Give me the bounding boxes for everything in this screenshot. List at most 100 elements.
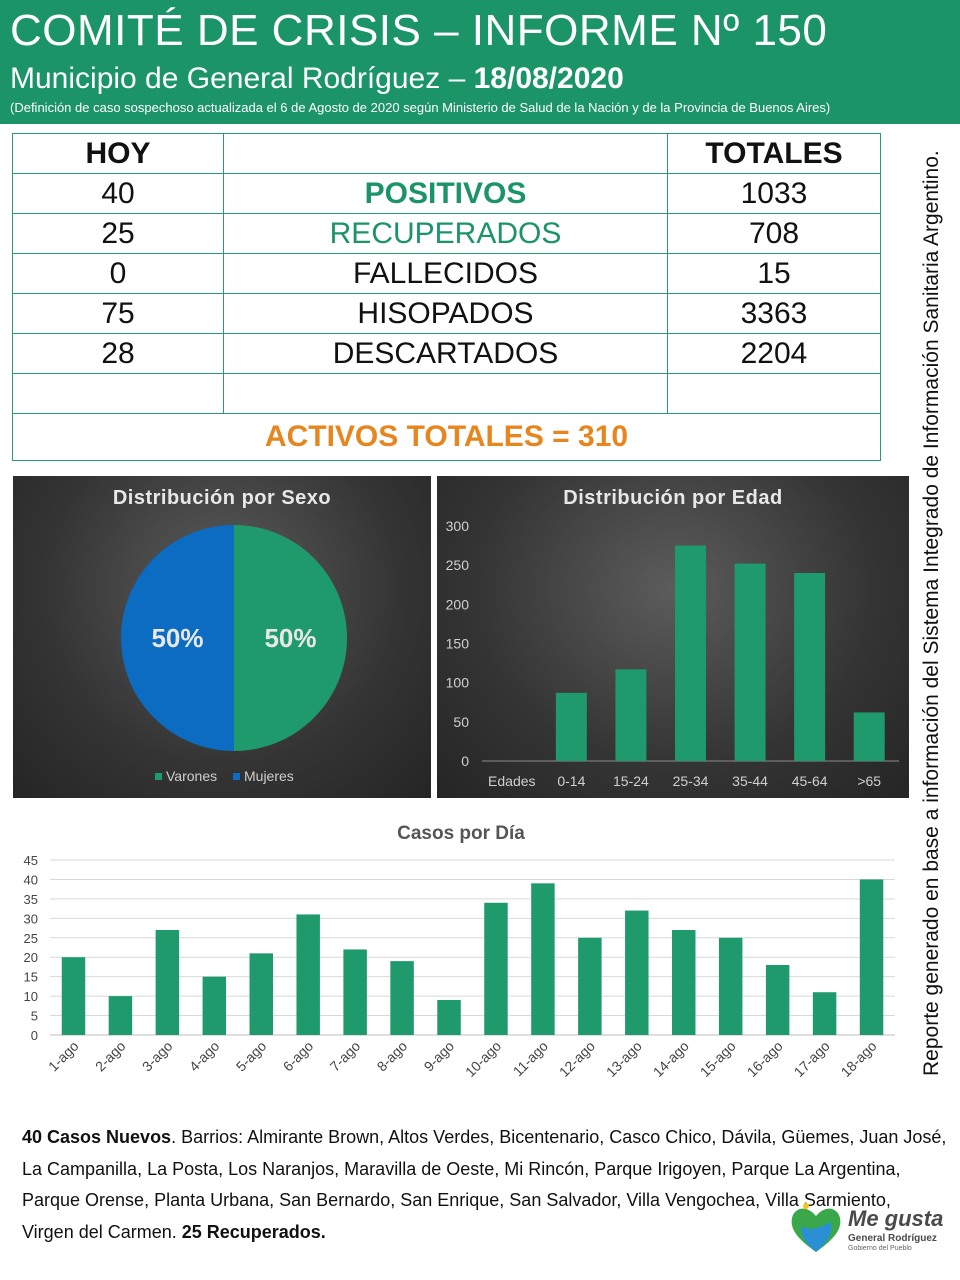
y-tick-label: 300 bbox=[446, 518, 470, 534]
empty-cell bbox=[667, 373, 881, 414]
y-tick-label: 10 bbox=[24, 989, 38, 1004]
day-bar-3-ago bbox=[155, 930, 180, 1035]
logo-line2: General Rodríguez bbox=[848, 1233, 937, 1244]
x-tick-label: >65 bbox=[857, 773, 881, 789]
stats-table: HOY TOTALES 40 POSITIVOS 1033 25 RECUPER… bbox=[12, 133, 881, 461]
x-tick-label: 16-ago bbox=[744, 1038, 786, 1080]
x-tick-label: Edades bbox=[488, 773, 535, 789]
y-tick-label: 25 bbox=[24, 931, 38, 946]
pie-slice-varones bbox=[234, 525, 347, 751]
age-bar-0-14 bbox=[555, 692, 587, 761]
age-chart-title: Distribución por Edad bbox=[563, 487, 783, 509]
x-tick-label: 9-ago bbox=[421, 1038, 458, 1075]
source-side-text: Reporte generado en base a información d… bbox=[920, 150, 943, 1076]
total-cell: 3363 bbox=[667, 293, 881, 334]
sex-distribution-panel: Distribución por Sexo 50% 50% Varones Mujer… bbox=[13, 476, 431, 798]
day-bar-10-ago bbox=[484, 902, 508, 1035]
table-row: 75 HISOPADOS 3363 bbox=[12, 293, 881, 334]
barrios-list: . Barrios: Almirante Brown, Altos Verdes… bbox=[22, 1127, 947, 1242]
daily-chart-title: Casos por Día bbox=[397, 823, 525, 844]
empty-cell bbox=[12, 373, 224, 414]
day-bar-2-ago bbox=[108, 996, 133, 1035]
x-tick-label: 18-ago bbox=[838, 1038, 880, 1080]
col-header-totales: TOTALES bbox=[667, 133, 881, 174]
x-tick-label: 12-ago bbox=[556, 1038, 598, 1080]
pie-slice-mujeres bbox=[121, 525, 234, 751]
pie-data-label: 50% bbox=[151, 623, 203, 653]
y-tick-label: 5 bbox=[31, 1009, 38, 1024]
table-row: 40 POSITIVOS 1033 bbox=[12, 173, 881, 214]
report-date: 18/08/2020 bbox=[473, 62, 624, 95]
pie-chart: 50% 50% Varones Mujeres bbox=[121, 525, 347, 784]
x-tick-label: 15-ago bbox=[697, 1038, 739, 1080]
row-label-hisopados: HISOPADOS bbox=[223, 293, 668, 334]
y-tick-label: 15 bbox=[24, 970, 38, 985]
y-tick-label: 30 bbox=[24, 911, 38, 926]
x-tick-label: 15-24 bbox=[613, 773, 649, 789]
table-header-row: HOY TOTALES bbox=[12, 133, 881, 174]
table-row: 0 FALLECIDOS 15 bbox=[12, 253, 881, 294]
age-bar-25-34 bbox=[675, 545, 706, 761]
header-banner: COMITÉ DE CRISIS – INFORME Nº 150 Munici… bbox=[0, 0, 960, 124]
recovered-bold: 25 Recuperados. bbox=[181, 1221, 326, 1242]
x-tick-label: 13-ago bbox=[603, 1038, 645, 1080]
x-tick-label: 7-ago bbox=[327, 1038, 364, 1075]
day-bar-9-ago bbox=[437, 1000, 461, 1035]
x-tick-label: 1-ago bbox=[45, 1038, 82, 1075]
y-tick-label: 40 bbox=[24, 872, 38, 887]
x-tick-label: 11-ago bbox=[510, 1038, 552, 1080]
activos-totales: ACTIVOS TOTALES = 310 bbox=[12, 413, 881, 461]
table-empty-row bbox=[12, 373, 881, 414]
day-bar-5-ago bbox=[249, 953, 273, 1035]
x-tick-label: 17-ago bbox=[791, 1038, 833, 1080]
day-bar-18-ago bbox=[859, 879, 884, 1035]
report-subtitle: Municipio de General Rodríguez – 18/08/2… bbox=[10, 62, 624, 96]
x-tick-label: 2-ago bbox=[92, 1038, 129, 1075]
total-cell: 15 bbox=[667, 253, 881, 294]
x-tick-label: 35-44 bbox=[732, 773, 768, 789]
row-label-fallecidos: FALLECIDOS bbox=[223, 253, 668, 294]
x-tick-label: 45-64 bbox=[792, 773, 828, 789]
y-tick-label: 100 bbox=[446, 675, 470, 691]
new-cases-bold: 40 Casos Nuevos bbox=[22, 1127, 172, 1147]
day-bar-13-ago bbox=[625, 910, 649, 1035]
legend-swatch-mujeres bbox=[233, 773, 240, 780]
day-bar-11-ago bbox=[531, 883, 555, 1035]
x-tick-label: 0-14 bbox=[557, 773, 585, 789]
y-tick-label: 150 bbox=[446, 636, 470, 652]
x-tick-label: 5-ago bbox=[233, 1038, 270, 1075]
x-tick-label: 25-34 bbox=[673, 773, 709, 789]
y-tick-label: 35 bbox=[24, 892, 38, 907]
row-label-recuperados: RECUPERADOS bbox=[223, 213, 668, 254]
x-tick-label: 10-ago bbox=[462, 1038, 504, 1080]
day-bar-4-ago bbox=[202, 976, 227, 1035]
day-bar-12-ago bbox=[578, 937, 602, 1035]
hoy-cell: 0 bbox=[12, 253, 224, 294]
y-tick-label: 20 bbox=[24, 950, 38, 965]
day-bar-6-ago bbox=[296, 914, 320, 1035]
case-definition-note: (Definición de caso sospechoso actualiza… bbox=[10, 100, 831, 115]
day-bar-14-ago bbox=[672, 930, 696, 1035]
day-bar-8-ago bbox=[390, 961, 414, 1035]
x-tick-label: 3-ago bbox=[139, 1038, 176, 1075]
y-tick-label: 250 bbox=[446, 557, 470, 573]
x-tick-label: 14-ago bbox=[650, 1038, 692, 1080]
pie-chart-title: Distribución por Sexo bbox=[112, 487, 332, 509]
heart-logo-icon bbox=[791, 1203, 841, 1252]
day-bar-1-ago bbox=[61, 957, 86, 1035]
empty-cell bbox=[223, 373, 668, 414]
age-bar-35-44 bbox=[734, 563, 766, 761]
hoy-cell: 75 bbox=[12, 293, 224, 334]
age-bar->65 bbox=[853, 712, 885, 761]
hoy-cell: 28 bbox=[12, 333, 224, 374]
pie-data-label: 50% bbox=[264, 623, 316, 653]
x-tick-label: 8-ago bbox=[374, 1038, 411, 1075]
day-bar-17-ago bbox=[812, 992, 837, 1035]
legend-label-varones: Varones bbox=[166, 768, 217, 784]
day-bar-7-ago bbox=[343, 949, 367, 1035]
hoy-cell: 25 bbox=[12, 213, 224, 254]
footer-text: 40 Casos Nuevos. Barrios: Almirante Brow… bbox=[22, 1122, 947, 1248]
legend-swatch-varones bbox=[155, 773, 162, 780]
age-bar-45-64 bbox=[794, 573, 826, 761]
y-tick-label: 0 bbox=[31, 1028, 38, 1043]
